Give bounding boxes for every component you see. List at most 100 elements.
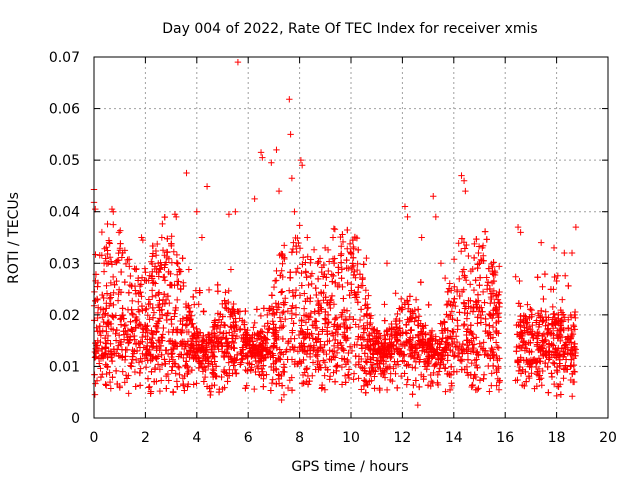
- data-point: [142, 306, 149, 313]
- data-point: [481, 351, 488, 359]
- data-point: [474, 291, 482, 298]
- data-point: [199, 368, 207, 375]
- data-point: [134, 306, 142, 313]
- data-point: [344, 245, 351, 252]
- data-point: [570, 323, 578, 330]
- x-tick-label: 18: [548, 430, 566, 446]
- data-point: [389, 341, 397, 349]
- data-point: [308, 270, 316, 277]
- data-point: [538, 381, 545, 389]
- data-point: [527, 305, 534, 313]
- data-point: [169, 389, 177, 396]
- data-point: [315, 331, 322, 338]
- data-point: [288, 249, 296, 256]
- data-point: [97, 338, 104, 346]
- data-point: [107, 294, 115, 301]
- data-point: [158, 311, 166, 319]
- data-point: [408, 344, 415, 351]
- data-point: [137, 365, 144, 372]
- data-point: [267, 387, 275, 394]
- data-point: [100, 268, 108, 275]
- data-point: [100, 260, 108, 267]
- data-point: [350, 243, 357, 251]
- data-point: [470, 286, 478, 294]
- data-point: [296, 343, 303, 351]
- data-point: [300, 379, 307, 387]
- data-point: [369, 364, 376, 372]
- data-point: [331, 321, 338, 328]
- data-point: [137, 281, 145, 288]
- data-point: [328, 271, 335, 278]
- data-point: [225, 211, 233, 218]
- data-point: [279, 252, 286, 260]
- data-point: [139, 350, 146, 357]
- data-point: [96, 252, 103, 259]
- data-point: [462, 277, 470, 284]
- data-point: [94, 304, 102, 311]
- data-point: [210, 330, 218, 337]
- data-point: [306, 313, 314, 321]
- x-axis-label: GPS time / hours: [291, 459, 408, 475]
- data-point: [331, 354, 339, 361]
- data-point: [307, 309, 315, 317]
- data-point: [287, 269, 294, 276]
- data-point: [341, 333, 348, 341]
- data-point: [103, 260, 111, 268]
- data-point: [434, 349, 441, 356]
- data-point: [315, 307, 322, 315]
- data-point: [192, 338, 200, 345]
- data-point: [548, 370, 555, 377]
- data-point: [292, 292, 299, 299]
- data-point: [175, 278, 182, 285]
- data-point: [207, 349, 215, 356]
- data-point: [538, 313, 546, 321]
- data-point: [530, 334, 537, 342]
- data-point: [330, 369, 337, 376]
- data-point: [281, 242, 288, 249]
- data-point: [537, 239, 545, 246]
- data-point: [117, 268, 125, 276]
- data-point: [175, 364, 183, 371]
- data-point: [126, 263, 133, 270]
- data-point: [231, 310, 238, 317]
- data-point: [477, 319, 485, 326]
- data-point: [299, 254, 307, 261]
- data-point: [496, 300, 503, 307]
- data-point: [442, 388, 449, 395]
- data-point: [530, 356, 538, 363]
- data-point: [330, 272, 337, 280]
- data-point: [269, 376, 276, 383]
- data-point: [461, 274, 469, 281]
- data-point: [397, 372, 405, 380]
- data-point: [228, 343, 235, 351]
- data-point: [475, 385, 482, 392]
- data-point: [376, 349, 383, 356]
- data-point: [513, 348, 520, 355]
- data-point: [394, 337, 401, 344]
- data-point: [549, 303, 556, 311]
- data-point: [292, 304, 300, 311]
- data-point: [179, 315, 187, 322]
- data-point: [225, 287, 232, 295]
- data-point: [345, 371, 352, 379]
- data-point: [233, 323, 240, 331]
- data-point: [475, 308, 483, 315]
- data-point: [487, 300, 494, 307]
- data-point: [544, 363, 551, 371]
- data-point: [339, 345, 347, 353]
- data-point: [572, 352, 579, 359]
- data-point: [350, 376, 357, 383]
- data-point: [149, 343, 156, 351]
- data-point: [145, 296, 153, 303]
- data-point: [337, 339, 344, 346]
- data-point: [321, 341, 328, 349]
- data-point: [149, 242, 156, 250]
- data-point: [321, 315, 329, 322]
- data-point: [139, 307, 146, 314]
- data-point: [398, 304, 406, 311]
- data-point: [437, 260, 445, 267]
- data-point: [534, 328, 541, 336]
- data-point: [224, 378, 231, 385]
- data-point: [569, 378, 577, 386]
- data-point: [539, 332, 546, 340]
